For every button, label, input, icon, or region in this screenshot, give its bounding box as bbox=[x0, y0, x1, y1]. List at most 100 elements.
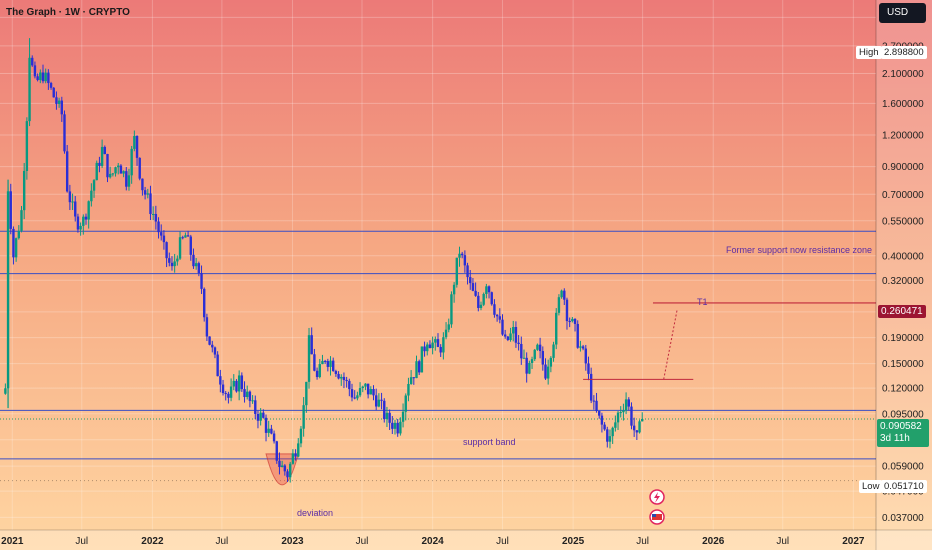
price-axis[interactable]: 3.5000002.7000002.1000001.6000001.200000… bbox=[875, 0, 932, 550]
candle-body bbox=[584, 348, 587, 364]
candle-body bbox=[439, 346, 442, 353]
candle-body bbox=[388, 412, 391, 423]
price-tick-label: 1.200000 bbox=[882, 131, 924, 142]
price-tick-label: 0.059000 bbox=[882, 462, 924, 473]
candle-body bbox=[452, 284, 456, 295]
candle-body bbox=[635, 430, 639, 433]
candle-body bbox=[589, 373, 593, 401]
candle-body bbox=[479, 304, 483, 308]
candle-body bbox=[307, 335, 311, 382]
candle-body bbox=[173, 261, 176, 267]
candle-body bbox=[160, 232, 163, 236]
candle-body bbox=[232, 380, 235, 387]
candle-body bbox=[383, 400, 386, 420]
candle-body bbox=[68, 191, 72, 203]
candle-body bbox=[36, 76, 39, 81]
price-tick-label: 2.100000 bbox=[882, 69, 924, 80]
candle-body bbox=[487, 286, 491, 293]
price-tick-label: 1.600000 bbox=[882, 99, 924, 110]
candle-body bbox=[100, 146, 104, 166]
candle-body bbox=[369, 389, 373, 395]
resistance-zone-label: Former support now resistance zone bbox=[726, 245, 873, 255]
candle-body bbox=[624, 399, 628, 411]
candle-body bbox=[436, 339, 440, 347]
currency-selector-button[interactable]: USD bbox=[879, 3, 926, 23]
chart-title: The Graph · 1W · CRYPTO bbox=[6, 7, 130, 18]
candle-body bbox=[28, 57, 31, 122]
candle-body bbox=[119, 165, 123, 174]
candle-body bbox=[353, 397, 356, 399]
candle-body bbox=[538, 344, 542, 352]
time-tick-label: Jul bbox=[75, 536, 88, 547]
candle-body bbox=[603, 424, 606, 430]
candle-body bbox=[205, 317, 209, 337]
candle-body bbox=[235, 380, 238, 392]
candle-body bbox=[632, 425, 636, 431]
candle-body bbox=[377, 399, 381, 407]
low-label-tag: Low bbox=[859, 480, 883, 493]
candle-body bbox=[22, 170, 26, 211]
candle-body bbox=[434, 339, 437, 343]
candle-body bbox=[270, 428, 273, 434]
candle-body bbox=[14, 238, 18, 258]
candle-body bbox=[294, 453, 297, 457]
price-tick-label: 0.120000 bbox=[882, 384, 924, 395]
candle-body bbox=[557, 297, 561, 313]
candle-body bbox=[299, 428, 303, 444]
candle-body bbox=[503, 334, 507, 337]
candle-body bbox=[224, 393, 227, 395]
candle-body bbox=[283, 465, 287, 472]
candle-body bbox=[563, 290, 566, 300]
candle-body bbox=[12, 228, 15, 258]
candle-body bbox=[622, 410, 625, 413]
candle-body bbox=[74, 201, 77, 217]
time-tick-label: 2021 bbox=[1, 536, 24, 547]
time-axis[interactable]: 2021 Jul 2022 Jul 2023 Jul 2024 Jul 2025 Jul 2026 J… bbox=[0, 529, 932, 550]
flag-glyph-icon bbox=[652, 514, 662, 520]
price-tick-label: 0.900000 bbox=[882, 162, 924, 173]
candle-body bbox=[399, 421, 402, 434]
candle-body bbox=[82, 216, 85, 226]
candle-body bbox=[125, 171, 128, 187]
candle-body bbox=[530, 359, 534, 363]
price-tick-label: 0.190000 bbox=[882, 333, 924, 344]
candle-body bbox=[528, 362, 531, 374]
candle-body bbox=[444, 329, 448, 338]
candle-body bbox=[380, 399, 383, 401]
candle-body bbox=[178, 237, 182, 259]
candle-body bbox=[130, 148, 133, 176]
chart-event-icons[interactable] bbox=[649, 489, 665, 525]
candle-body bbox=[321, 360, 324, 365]
candle-body bbox=[466, 265, 469, 278]
candle-body bbox=[259, 412, 262, 421]
candle-body bbox=[514, 327, 518, 343]
candle-body bbox=[571, 318, 574, 322]
price-axis-panel bbox=[876, 0, 932, 550]
candle-body bbox=[117, 165, 120, 168]
high-label-tag: High bbox=[856, 46, 882, 59]
time-axis-panel bbox=[0, 530, 932, 550]
price-tick-label: 0.550000 bbox=[882, 216, 924, 227]
candle-body bbox=[280, 465, 284, 468]
candle-body bbox=[458, 253, 461, 258]
candle-body bbox=[254, 400, 257, 414]
candle-body bbox=[251, 400, 254, 402]
candle-body bbox=[272, 433, 276, 442]
candle-body bbox=[517, 342, 520, 344]
candle-body bbox=[111, 173, 115, 175]
chart-grid bbox=[0, 0, 876, 530]
candle-body bbox=[141, 178, 144, 191]
candle-body bbox=[286, 471, 289, 478]
price-tick-label: 0.095000 bbox=[882, 409, 924, 420]
candle-body bbox=[455, 257, 459, 285]
candle-body bbox=[84, 216, 88, 220]
candle-body bbox=[65, 151, 69, 192]
candle-body bbox=[460, 253, 464, 256]
candle-body bbox=[415, 361, 418, 379]
candle-body bbox=[512, 327, 515, 334]
low-value-tag: 0.051710 bbox=[881, 480, 927, 493]
candle-body bbox=[555, 312, 558, 345]
candle-body bbox=[133, 135, 136, 149]
candle-body bbox=[106, 154, 109, 178]
